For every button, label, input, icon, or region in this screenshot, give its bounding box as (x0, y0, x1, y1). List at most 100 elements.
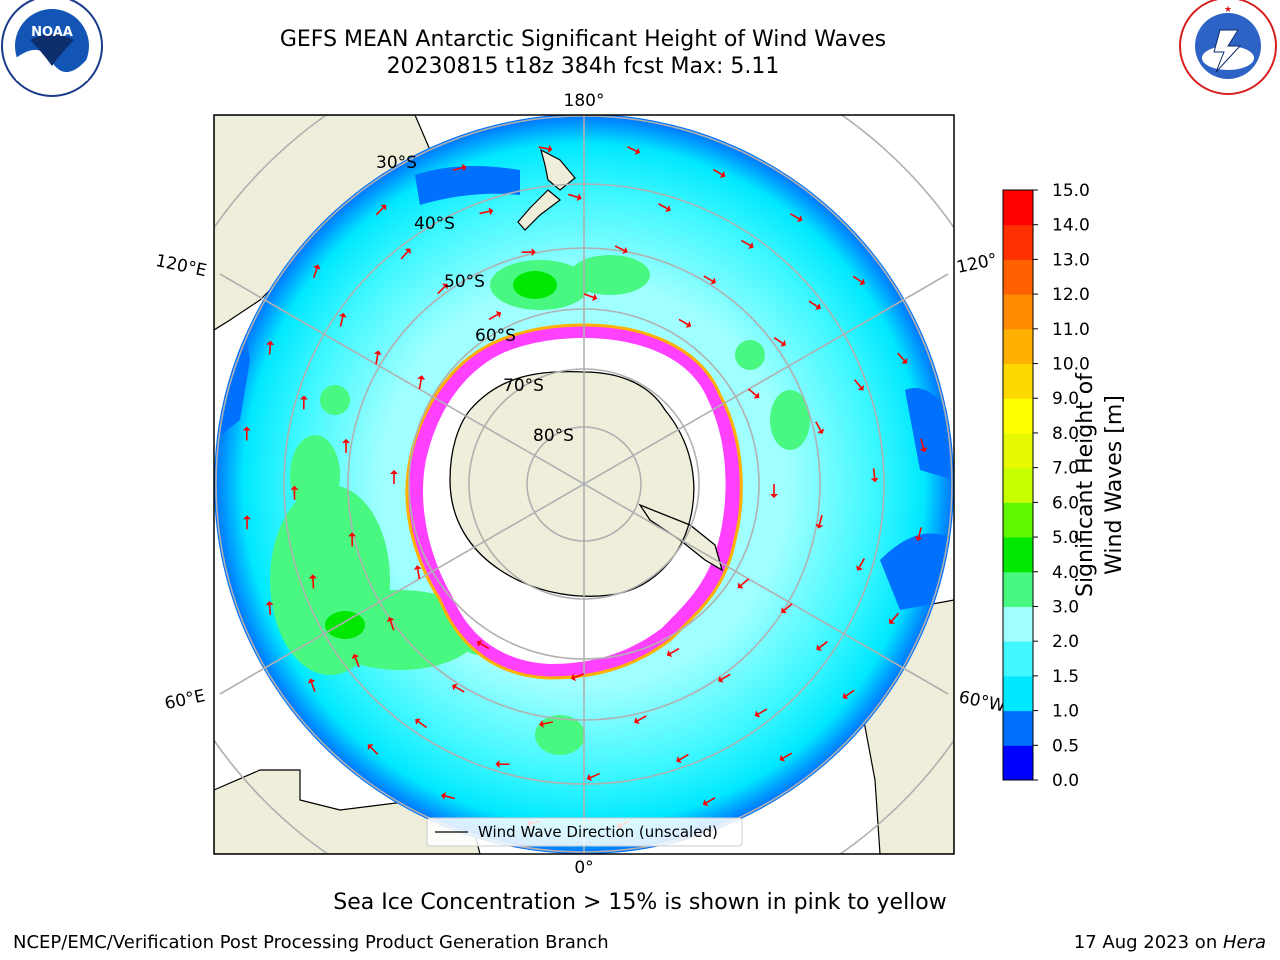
wind-arrow-shaft (712, 168, 723, 176)
wind-arrow-head (748, 242, 754, 249)
wind-arrow-shaft (678, 318, 689, 326)
wind-arrow-shaft (818, 514, 823, 525)
wind-arrow-shaft (479, 642, 490, 650)
wind-arrow-shaft (637, 715, 647, 722)
lon-label-180: 180° (564, 91, 605, 111)
colorbar-segment (1003, 537, 1033, 573)
nws-logo: ★ (1179, 0, 1277, 95)
wind-arrow-shaft (757, 708, 768, 715)
colorbar-tick-label: 5.0 (1052, 528, 1079, 548)
colorbar-border (1002, 189, 1034, 781)
wave-height-4-5m (325, 271, 557, 639)
colorbar-segment (1003, 641, 1033, 677)
wind-arrow-shaft (917, 527, 922, 538)
wind-arrow-head (796, 215, 803, 223)
wind-arrow-shaft (416, 569, 421, 580)
colorbar-tick-label: 9.0 (1052, 389, 1079, 409)
colorbar-tick-label: 1.0 (1052, 702, 1079, 722)
sea-ice-note: Sea Ice Concentration > 15% is shown in … (333, 890, 947, 915)
wind-arrow-shaft (782, 752, 793, 759)
wind-arrow-shaft (268, 344, 272, 355)
wind-arrow-head (308, 574, 317, 579)
wind-arrow-shaft (452, 166, 463, 172)
wind-arrow-head (243, 515, 252, 520)
wind-arrow-head (570, 673, 576, 682)
colorbar-tick-label: 10.0 (1052, 355, 1090, 375)
wind-arrow-shaft (891, 612, 900, 622)
wind-arrow-head (665, 205, 671, 213)
wind-arrow-shaft (488, 313, 499, 321)
wind-arrow-shaft (773, 337, 784, 344)
wind-arrow-head (815, 523, 824, 529)
wind-arrow-head (338, 312, 347, 318)
wind-arrow-head (779, 754, 786, 762)
wind-arrow-head (857, 384, 864, 391)
wind-arrow-shaft (789, 213, 800, 220)
wind-arrow-head (307, 678, 316, 684)
wind-arrow-shaft (538, 146, 549, 150)
wind-arrow-head (461, 163, 467, 172)
footer-host: Hera (1222, 932, 1266, 953)
colorbar-tick-label: 13.0 (1052, 250, 1090, 270)
wind-arrow-head (404, 248, 411, 255)
wind-arrow-head (495, 760, 500, 769)
wind-arrow-head (417, 375, 426, 380)
colorbar-tick-label: 1.5 (1052, 667, 1079, 687)
wind-arrow-shaft (819, 640, 828, 649)
colorbar-segment (1003, 571, 1033, 607)
wind-arrow-shaft (312, 578, 315, 589)
wind-arrow-head (531, 248, 536, 257)
wind-arrow-shaft (815, 421, 822, 431)
wind-arrow-shaft (845, 689, 855, 697)
lon-label-60e: 60°E (163, 686, 207, 714)
lon-label-0: 0° (574, 858, 593, 878)
wind-arrow-head (685, 320, 692, 328)
wind-arrow-head (815, 303, 821, 310)
colorbar-segment (1003, 294, 1033, 330)
wind-arrow-shaft (418, 379, 422, 390)
wave-height-3-4m (270, 255, 810, 755)
wind-arrow-shaft (783, 603, 793, 611)
lat-label-30s: 30°S (376, 153, 417, 173)
wind-arrow-head (859, 278, 865, 286)
wind-arrow-head (441, 792, 447, 800)
colorbar-segment (1003, 467, 1033, 503)
wind-arrow-head (265, 600, 274, 606)
wind-arrow-head (780, 339, 786, 347)
colorbar-segment (1003, 745, 1033, 781)
wind-arrow-head (441, 283, 448, 290)
legend-label: Wind Wave Direction (unscaled) (478, 823, 718, 841)
wind-arrow-shaft (658, 203, 668, 210)
colorbar-tick-label: 4.0 (1052, 563, 1079, 583)
wind-arrow-head (351, 653, 360, 660)
colorbar-segment (1003, 190, 1033, 226)
lat-label-60s: 60°S (475, 326, 516, 346)
wind-arrow-head (753, 392, 760, 399)
footer-credit: NCEP/EMC/Verification Post Processing Pr… (13, 932, 609, 953)
wind-arrow-head (888, 618, 895, 624)
wind-arrow-head (313, 264, 321, 270)
wind-arrow-head (348, 532, 357, 537)
wind-arrow-head (842, 692, 849, 700)
wind-arrow-head (547, 144, 553, 153)
wind-arrow-head (702, 799, 709, 807)
colorbar-tick-label: 11.0 (1052, 320, 1090, 340)
colorbar (1002, 189, 1034, 781)
wind-arrow-shaft (479, 210, 490, 215)
wind-arrow-head (488, 207, 494, 216)
wind-arrow-head (855, 565, 863, 571)
colorbar-ticks: 0.0 0.5 1.0 1.5 2.0 3.0 4.0 5.0 6.0 7.0 8.0 9.0 10.0… (1033, 181, 1090, 791)
wind-arrow-head (719, 171, 726, 179)
wind-arrow-head (495, 310, 502, 318)
wind-arrow-shaft (574, 673, 585, 679)
wind-arrow-head (290, 485, 299, 490)
wind-arrow-head (914, 536, 923, 542)
wind-arrow-shaft (312, 268, 318, 279)
wind-arrow-shaft (455, 686, 465, 693)
graticule (215, 115, 953, 854)
wind-arrow-head (413, 565, 422, 570)
svg-text:★: ★ (1224, 5, 1232, 15)
antarctica (449, 371, 724, 597)
wind-arrow-head (676, 756, 682, 764)
noaa-logo-text: NOAA (31, 25, 73, 40)
